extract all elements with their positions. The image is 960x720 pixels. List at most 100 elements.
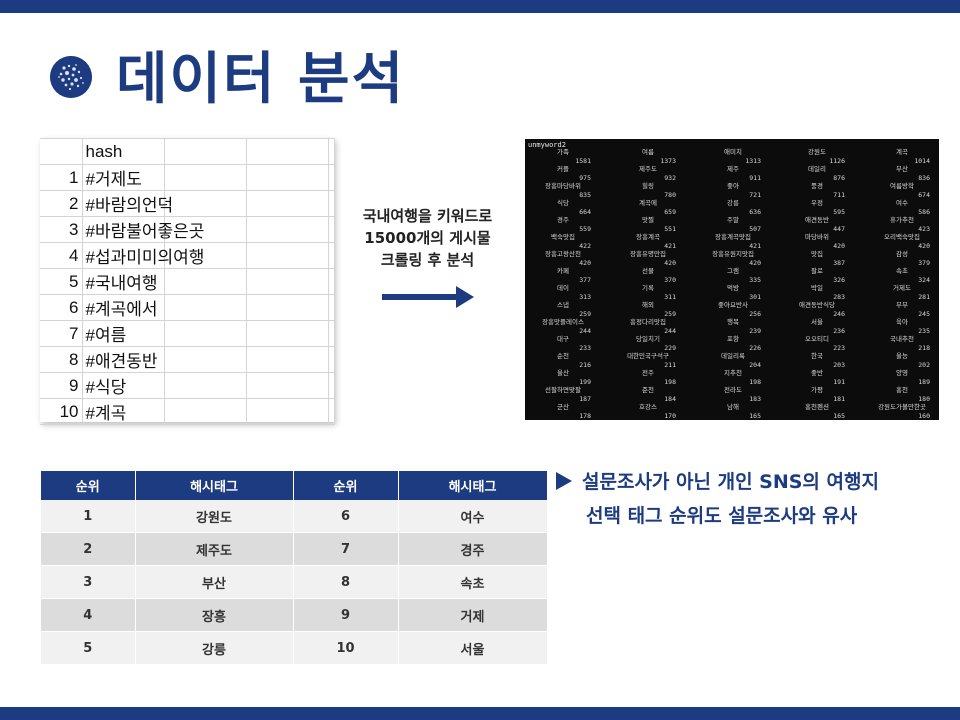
terminal-word: 장흥마당바위 xyxy=(545,182,581,190)
terminal-row: 233 229 226 223 218 xyxy=(525,344,939,353)
cell: #바람불어좋은곳 xyxy=(81,216,204,243)
terminal-word: 풍경 xyxy=(811,182,823,190)
terminal-count: 211 xyxy=(664,360,676,369)
crawl-description: 국내여행을 키워드로 15000개의 게시물 크롤링 후 분석 xyxy=(340,205,515,271)
column-header-rank: 순위 xyxy=(41,471,136,500)
terminal-count: 189 xyxy=(918,377,930,386)
terminal-count: 422 xyxy=(579,241,591,250)
sheet-row: 8 #애견동반 xyxy=(40,346,335,373)
terminal-word: 오오티디 xyxy=(805,335,829,343)
cell: #계곡에서 xyxy=(81,294,165,321)
terminal-count: 447 xyxy=(833,224,845,233)
terminal-count: 239 xyxy=(749,326,761,335)
terminal-word: 울산 xyxy=(557,369,569,377)
row-number: 10 xyxy=(40,398,83,425)
bottom-bar xyxy=(0,707,960,720)
terminal-count: 1313 xyxy=(745,156,761,165)
terminal-word: 부부 xyxy=(896,301,908,309)
terminal-row: 카페 선물 그램 팔로 속초 xyxy=(525,267,939,276)
terminal-word: 마당바위 xyxy=(805,233,829,241)
cell: #애견동반 xyxy=(81,346,165,373)
terminal-word: 기록 xyxy=(642,284,654,292)
terminal-word: 양영 xyxy=(896,369,908,377)
terminal-row: 377 370 335 326 324 xyxy=(525,276,939,285)
cell: #식당 xyxy=(81,372,165,399)
terminal-count: 283 xyxy=(833,292,845,301)
terminal-row: 422 421 421 420 420 xyxy=(525,242,939,251)
terminal-count: 595 xyxy=(833,207,845,216)
crawl-description-line: 국내여행을 키워드로 xyxy=(362,207,493,225)
rank-cell: 8 xyxy=(293,565,399,599)
terminal-count: 160 xyxy=(918,411,930,420)
terminal-count: 191 xyxy=(833,377,845,386)
terminal-word: 주말 xyxy=(727,216,739,224)
terminal-word: 가평 xyxy=(811,386,823,394)
terminal-word: 강원도가볼만한곳 xyxy=(878,403,926,411)
terminal-count: 421 xyxy=(664,241,676,250)
column-header-hashtag: 해시태그 xyxy=(135,471,294,500)
cell: #바람의언덕 xyxy=(81,190,173,217)
terminal-word: 팔로 xyxy=(811,267,823,275)
terminal-word: 장흥계곡맛집 xyxy=(715,233,751,241)
terminal-row: 식당 계곡에 강릉 우정 여수 xyxy=(525,199,939,208)
terminal-word: 좋아 xyxy=(727,182,739,190)
summary-line: 설문조사가 아닌 개인 SNS의 여행지 xyxy=(582,471,879,493)
terminal-row: 187 184 183 181 180 xyxy=(525,395,939,404)
terminal-count: 244 xyxy=(579,326,591,335)
top-bar xyxy=(0,0,960,13)
terminal-count: 507 xyxy=(749,224,761,233)
terminal-word: 백숙맛집 xyxy=(551,233,575,241)
terminal-count: 244 xyxy=(664,326,676,335)
terminal-row: 가족 여름 애미치 강원도 계곡 xyxy=(525,148,939,157)
terminal-row: 선팔하면맞팔 준천 전라도 가평 홍천 xyxy=(525,386,939,395)
terminal-word: 호강스 xyxy=(639,403,657,411)
terminal-word: 애견동반 xyxy=(805,216,829,224)
row-number: 4 xyxy=(40,242,83,269)
terminal-word: 우정 xyxy=(811,199,823,207)
hashtag-cell: 속초 xyxy=(398,565,548,599)
terminal-word: 힐링 xyxy=(642,182,654,190)
terminal-row: 975 932 911 876 836 xyxy=(525,174,939,183)
rank-cell: 3 xyxy=(41,565,136,599)
summary-note: 설문조사가 아닌 개인 SNS의 여행지 선택 태그 순위도 설문조사와 유사 xyxy=(556,465,946,533)
terminal-row: 216 211 204 203 202 xyxy=(525,361,939,370)
terminal-count: 229 xyxy=(664,343,676,352)
cell: #국내여행 xyxy=(81,268,165,295)
terminal-count: 198 xyxy=(664,377,676,386)
sheet-row: 2 #바람의언덕 xyxy=(40,190,335,217)
terminal-word: 국내추천 xyxy=(890,335,914,343)
terminal-count: 183 xyxy=(749,394,761,403)
terminal-row: 559 551 507 447 423 xyxy=(525,225,939,234)
row-number: 6 xyxy=(40,294,83,321)
terminal-count: 780 xyxy=(664,190,676,199)
terminal-word: 커플 xyxy=(557,165,569,173)
column-header-hashtag: 해시태그 xyxy=(398,471,548,500)
terminal-word: 전라도 xyxy=(724,386,742,394)
terminal-row: 420 420 420 387 379 xyxy=(525,259,939,268)
terminal-word: 서울 xyxy=(811,318,823,326)
terminal-count: 311 xyxy=(664,292,676,301)
terminal-word: 준천 xyxy=(642,386,654,394)
terminal-count: 170 xyxy=(664,411,676,420)
terminal-word: 애미치 xyxy=(724,148,742,156)
terminal-word: 식당 xyxy=(557,199,569,207)
sheet-row: 1 #거제도 xyxy=(40,164,335,191)
terminal-count: 387 xyxy=(833,258,845,267)
terminal-word: 장흥고왕산천 xyxy=(545,250,581,258)
ranking-table: 순위 해시태그 순위 해시태그 1 강원도 6 여수 2 제주도 7 경주 3 … xyxy=(41,471,548,665)
terminal-count: 1581 xyxy=(575,156,591,165)
row-number: 8 xyxy=(40,346,83,373)
rank-cell: 4 xyxy=(41,598,136,632)
row-number: 2 xyxy=(40,190,83,217)
rank-cell: 1 xyxy=(41,500,136,533)
terminal-word: 포항 xyxy=(727,335,739,343)
terminal-count: 165 xyxy=(749,411,761,420)
terminal-row: 순천 대한민국구석구 데일리룩 한국 울능 xyxy=(525,352,939,361)
terminal-count: 911 xyxy=(749,173,761,182)
table-row: 5 강릉 10 서울 xyxy=(41,631,548,665)
terminal-word: 선팔하면맞팔 xyxy=(545,386,581,394)
terminal-row: 244 244 239 236 235 xyxy=(525,327,939,336)
page-title: 데이터 분석 xyxy=(116,47,406,112)
terminal-row: 178 170 165 165 160 xyxy=(525,412,939,421)
terminal-count: 178 xyxy=(579,411,591,420)
